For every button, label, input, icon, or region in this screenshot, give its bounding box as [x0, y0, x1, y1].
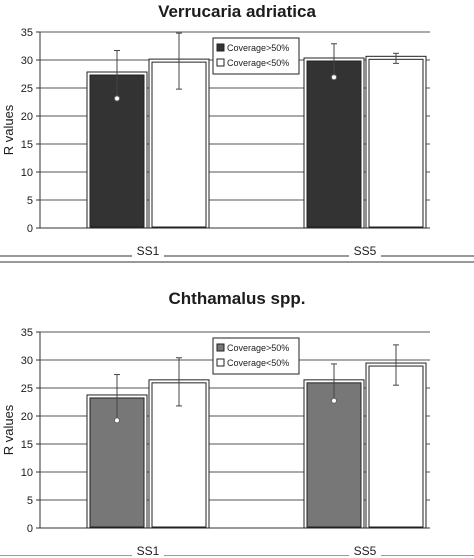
- y-tick-label: 35: [21, 327, 33, 339]
- category-label-bg: [132, 243, 164, 258]
- category-label-bg: [132, 543, 164, 556]
- y-tick-label: 25: [21, 83, 33, 95]
- legend-swatch: [216, 358, 225, 367]
- bar-ss5-series-1: [306, 382, 362, 528]
- chart-title: Chthamalus spp.: [169, 289, 306, 308]
- legend-label: Coverage<50%: [227, 358, 289, 368]
- y-tick-label: 5: [27, 495, 33, 507]
- legend-label: Coverage<50%: [227, 58, 289, 68]
- bar-ss5-series-2: [368, 58, 424, 228]
- category-label-ss5: SS5: [354, 544, 377, 556]
- chart-verrucaria: Verrucaria adriatica 0 5 10 15 20 25 30 35 R valu…: [0, 2, 474, 263]
- y-tick-label: 30: [21, 355, 33, 367]
- error-end-marker: [331, 74, 337, 81]
- legend-swatch: [216, 58, 225, 67]
- category-label-bg: [349, 243, 381, 258]
- bar-ss1-series-2: [151, 382, 207, 528]
- category-label-ss5: SS5: [354, 244, 377, 258]
- legend-box: [212, 37, 300, 75]
- y-tick-label: 0: [27, 223, 33, 235]
- category-label-ss1: SS1: [137, 244, 160, 258]
- legend-label: Coverage>50%: [227, 43, 289, 53]
- chart-chthamalus: Chthamalus spp. 0 5 10 15 20 25 30 35 R values SS1…: [0, 289, 474, 556]
- chart-title: Verrucaria adriatica: [158, 2, 316, 21]
- y-tick-label: 10: [21, 467, 33, 479]
- bar-ss1-series-2: [151, 61, 207, 228]
- bar-ss5-series-1: [306, 60, 362, 228]
- legend-swatch: [216, 43, 225, 52]
- category-label-bg: [349, 543, 381, 556]
- error-end-marker: [331, 397, 337, 404]
- error-end-marker: [114, 417, 120, 424]
- y-tick-label: 30: [21, 55, 33, 67]
- category-label-ss1: SS1: [137, 544, 160, 556]
- error-end-marker: [114, 95, 120, 102]
- y-tick-label: 20: [21, 411, 33, 423]
- bar-ss5-series-2: [368, 365, 424, 528]
- y-tick-label: 10: [21, 167, 33, 179]
- y-tick-label: 5: [27, 195, 33, 207]
- y-axis-label: R values: [1, 104, 16, 155]
- y-tick-label: 20: [21, 111, 33, 123]
- legend-swatch: [216, 343, 225, 352]
- y-tick-label: 35: [21, 27, 33, 39]
- y-tick-label: 25: [21, 383, 33, 395]
- y-tick-label: 0: [27, 523, 33, 535]
- legend-box: [212, 337, 300, 375]
- y-axis-label: R values: [1, 404, 16, 455]
- y-tick-label: 15: [21, 439, 33, 451]
- y-tick-label: 15: [21, 139, 33, 151]
- legend-label: Coverage>50%: [227, 343, 289, 353]
